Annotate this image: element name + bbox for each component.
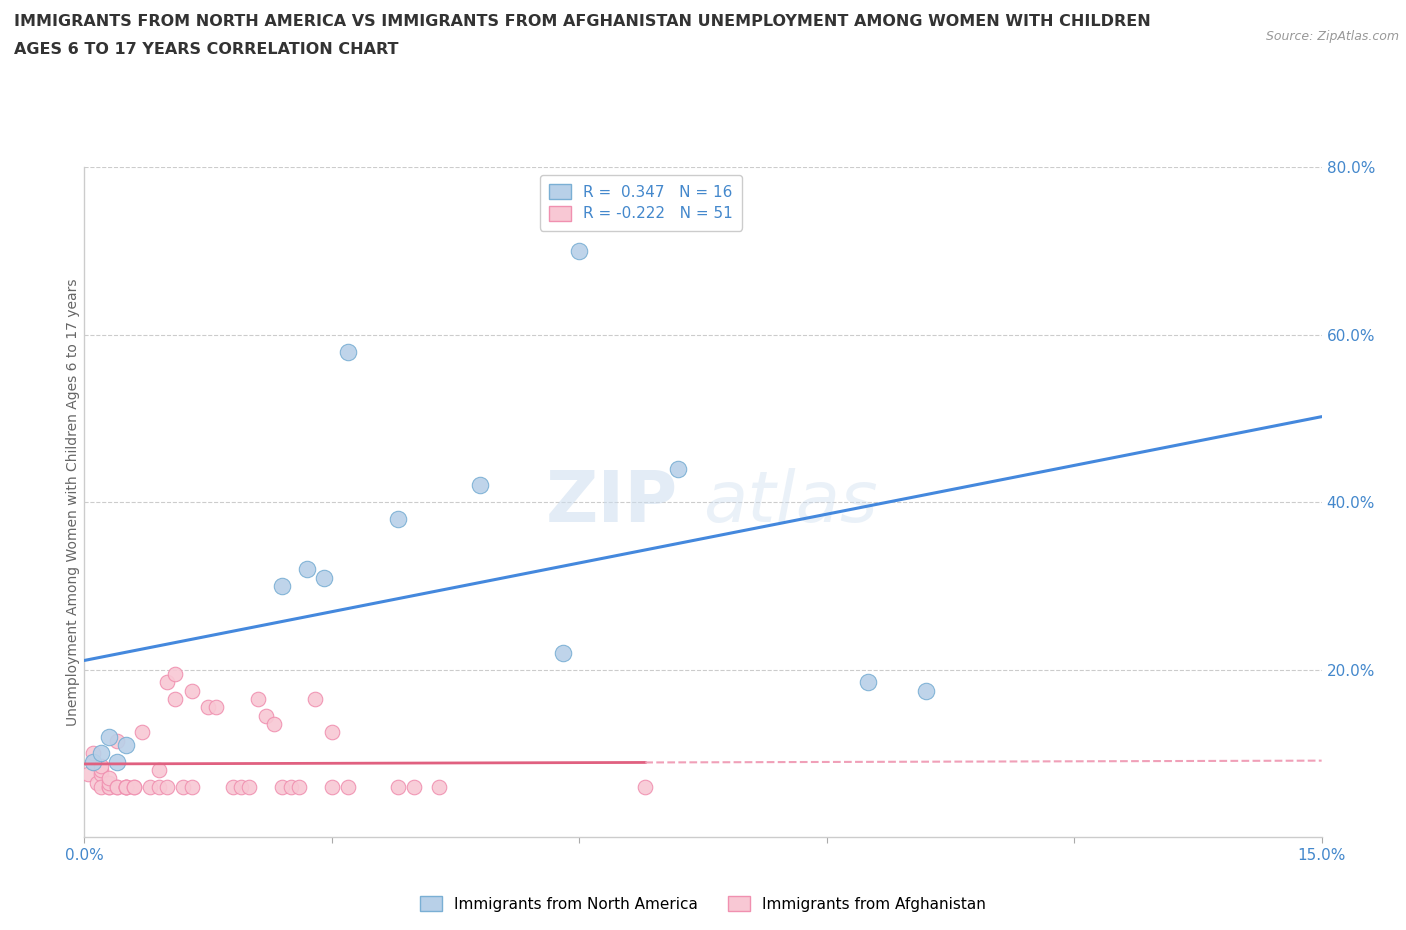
Point (312, 570, 335, 585)
Point (131, 725, 153, 740)
Point (229, 779, 252, 794)
Point (914, 684, 936, 698)
Point (114, 779, 136, 794)
Point (304, 692, 326, 707)
Text: Source: ZipAtlas.com: Source: ZipAtlas.com (1265, 30, 1399, 43)
Point (254, 709, 277, 724)
Point (222, 779, 245, 794)
Point (295, 562, 318, 577)
Point (148, 763, 170, 777)
Point (90, 766, 112, 781)
Point (77, 766, 100, 781)
Point (271, 779, 294, 794)
Point (122, 779, 145, 794)
Point (271, 578, 294, 593)
Point (98, 776, 121, 790)
Point (246, 692, 269, 707)
Point (156, 779, 179, 794)
Point (551, 645, 574, 660)
Point (263, 717, 285, 732)
Point (337, 779, 360, 794)
Point (172, 779, 194, 794)
Point (122, 779, 145, 794)
Point (856, 675, 879, 690)
Point (238, 779, 260, 794)
Text: ZIP: ZIP (546, 468, 678, 537)
Point (105, 754, 128, 769)
Point (387, 512, 409, 526)
Point (90, 746, 112, 761)
Text: atlas: atlas (703, 468, 877, 537)
Point (90, 779, 112, 794)
Point (165, 667, 187, 682)
Point (280, 779, 302, 794)
Point (114, 779, 136, 794)
Point (105, 733, 128, 748)
Point (321, 725, 343, 740)
Point (337, 344, 360, 359)
Point (98, 729, 121, 744)
Legend: Immigrants from North America, Immigrants from Afghanistan: Immigrants from North America, Immigrant… (415, 890, 991, 918)
Point (205, 700, 228, 715)
Point (197, 700, 219, 715)
Point (180, 779, 202, 794)
Point (321, 779, 343, 794)
Point (139, 779, 162, 794)
Point (148, 779, 170, 794)
Point (105, 779, 128, 794)
Point (82, 746, 104, 761)
Point (98, 771, 121, 786)
Point (82, 754, 104, 769)
Point (156, 675, 179, 690)
Point (90, 759, 112, 774)
Point (98, 779, 121, 794)
Point (82, 754, 104, 769)
Point (90, 763, 112, 777)
Point (180, 684, 202, 698)
Point (387, 779, 409, 794)
Point (86, 776, 108, 790)
Text: AGES 6 TO 17 YEARS CORRELATION CHART: AGES 6 TO 17 YEARS CORRELATION CHART (14, 42, 398, 57)
Point (114, 779, 136, 794)
Text: IMMIGRANTS FROM NORTH AMERICA VS IMMIGRANTS FROM AFGHANISTAN UNEMPLOYMENT AMONG : IMMIGRANTS FROM NORTH AMERICA VS IMMIGRA… (14, 14, 1150, 29)
Point (288, 779, 311, 794)
Point (427, 779, 450, 794)
Point (165, 692, 187, 707)
Point (105, 779, 128, 794)
Point (114, 779, 136, 794)
Point (114, 737, 136, 752)
Y-axis label: Unemployment Among Women with Children Ages 6 to 17 years: Unemployment Among Women with Children A… (66, 278, 80, 726)
Point (404, 779, 426, 794)
Point (666, 461, 689, 476)
Point (634, 779, 657, 794)
Point (98, 779, 121, 794)
Point (470, 478, 492, 493)
Point (568, 244, 591, 259)
Legend: R =  0.347   N = 16, R = -0.222   N = 51: R = 0.347 N = 16, R = -0.222 N = 51 (540, 175, 742, 231)
